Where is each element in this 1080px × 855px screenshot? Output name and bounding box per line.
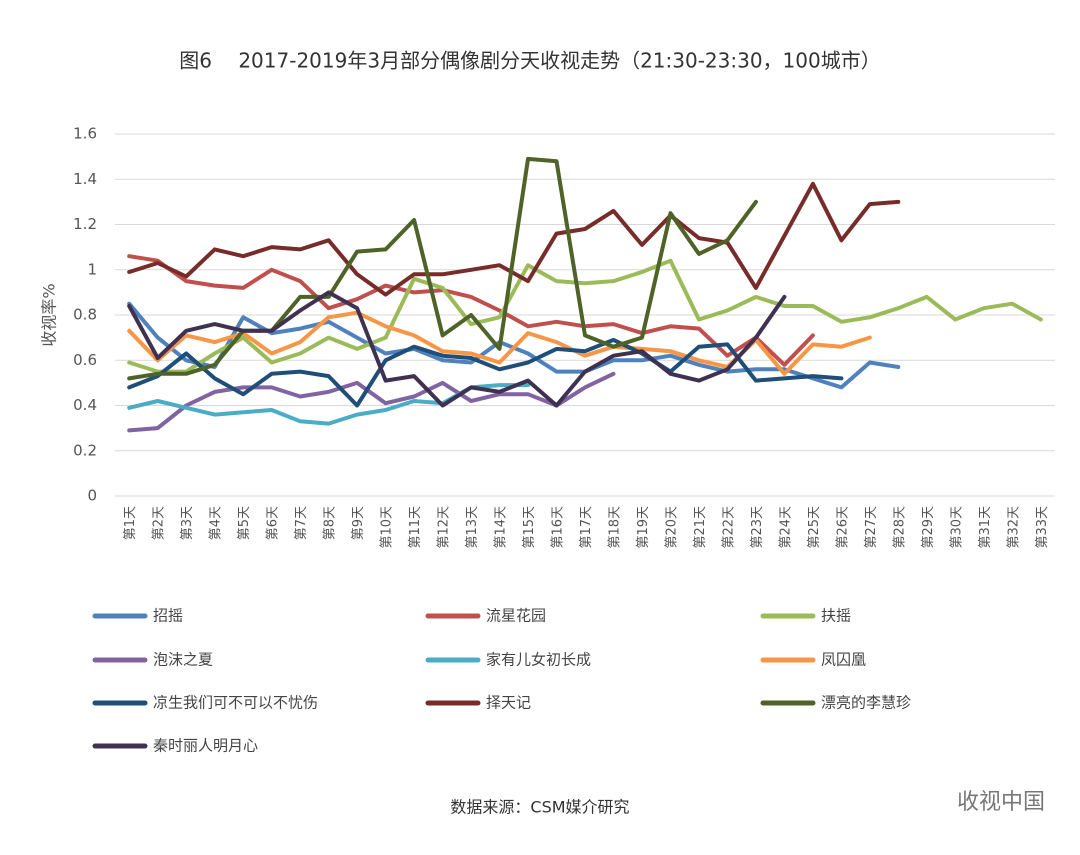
x-tick-label: 第4天 <box>209 506 224 540</box>
y-tick-label: 1.6 <box>73 125 97 143</box>
x-tick-label: 第21天 <box>693 506 708 549</box>
legend-label: 择天记 <box>486 694 531 712</box>
legend-label: 秦时丽人明月心 <box>153 737 258 755</box>
y-tick-label: 0 <box>87 487 97 505</box>
y-tick-label: 1.2 <box>73 215 97 233</box>
x-tick-label: 第31天 <box>978 506 993 549</box>
x-tick-label: 第3天 <box>180 506 195 540</box>
y-tick-label: 0.2 <box>73 441 97 459</box>
series-line <box>127 290 787 408</box>
x-tick-label: 第9天 <box>351 506 366 540</box>
series-line <box>127 181 901 297</box>
x-tick-label: 第18天 <box>607 506 622 549</box>
legend-label: 流星花园 <box>486 607 546 625</box>
x-tick-label: 第5天 <box>237 506 252 540</box>
x-tick-label: 第17天 <box>579 506 594 549</box>
series-line <box>127 337 844 408</box>
x-tick-label: 第23天 <box>750 506 765 549</box>
x-tick-label: 第27天 <box>864 506 879 549</box>
x-tick-label: 第15天 <box>522 506 537 549</box>
legend-label: 泡沫之夏 <box>153 651 213 669</box>
x-tick-label: 第6天 <box>266 506 281 540</box>
x-tick-label: 第16天 <box>551 506 566 549</box>
x-tick-label: 第24天 <box>778 506 793 549</box>
x-tick-label: 第22天 <box>721 506 736 549</box>
x-tick-label: 第11天 <box>408 506 423 549</box>
legend-label: 漂亮的李慧珍 <box>821 694 911 712</box>
y-tick-label: 1 <box>87 260 97 278</box>
series-line <box>127 371 616 433</box>
series-line <box>127 254 815 367</box>
legend-label: 扶摇 <box>821 607 851 625</box>
x-tick-label: 第30天 <box>949 506 964 549</box>
y-tick-label: 0.8 <box>73 306 97 324</box>
x-tick-label: 第25天 <box>807 506 822 549</box>
x-tick-label: 第7天 <box>294 506 309 540</box>
chart-title: 图6 2017-2019年3月部分偶像剧分天收视走势（21:30-23:30，1… <box>179 49 880 73</box>
legend-label: 凉生我们可不可以不忧伤 <box>153 694 318 712</box>
x-tick-label: 第32天 <box>1006 506 1021 549</box>
x-tick-label: 第28天 <box>892 506 907 549</box>
y-axis-label: 收视率% <box>40 283 59 346</box>
x-tick-label: 第2天 <box>152 506 167 540</box>
y-tick-label: 0.4 <box>73 396 97 414</box>
y-tick-label: 1.4 <box>73 170 97 188</box>
x-tick-label: 第19天 <box>636 506 651 549</box>
legend-label: 家有儿女初长成 <box>486 651 591 669</box>
x-tick-label: 第13天 <box>465 506 480 549</box>
series-line <box>127 258 1043 374</box>
x-tick-label: 第10天 <box>380 506 395 549</box>
source: 数据来源：CSM媒介研究 <box>450 798 629 817</box>
x-tick-label: 第12天 <box>437 506 452 549</box>
y-tick-label: 0.6 <box>73 351 97 369</box>
series-line <box>127 156 758 381</box>
legend-label: 凤囚凰 <box>821 651 866 669</box>
x-tick-label: 第33天 <box>1035 506 1050 549</box>
x-tick-label: 第29天 <box>921 506 936 549</box>
x-tick-label: 第14天 <box>494 506 509 549</box>
x-tick-label: 第1天 <box>123 506 138 540</box>
legend-label: 招摇 <box>153 607 183 625</box>
x-tick-label: 第8天 <box>323 506 338 540</box>
x-tick-label: 第20天 <box>664 506 679 549</box>
watermark: 收视中国 <box>957 790 1045 815</box>
x-tick-label: 第26天 <box>835 506 850 549</box>
